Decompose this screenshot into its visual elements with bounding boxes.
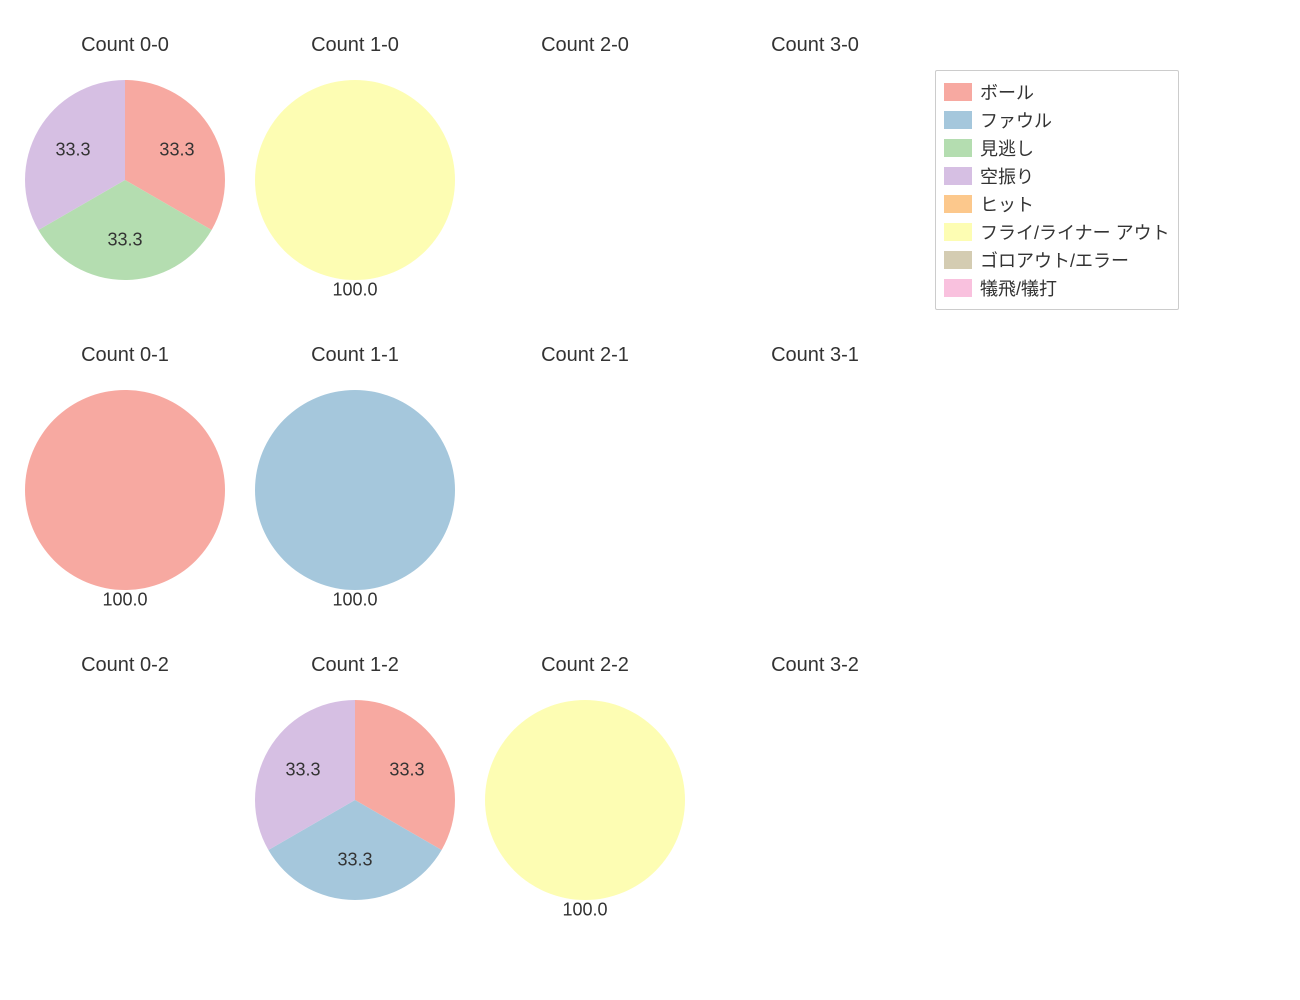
panel-title: Count 1-0 [240,34,470,57]
legend-item: ヒット [944,191,1170,217]
legend: ボールファウル見逃し空振りヒットフライ/ライナー アウトゴロアウト/エラー犠飛/… [935,70,1179,310]
panel-title: Count 2-2 [470,654,700,677]
panel-title: Count 2-1 [470,344,700,367]
pie-slice-foul [255,390,455,590]
panel-title: Count 2-0 [470,34,700,57]
panel-count: Count 0-1 100.0 [10,320,240,630]
legend-swatch-foul [944,111,972,129]
pie-slice-label: 33.3 [107,230,142,251]
legend-swatch-swing [944,167,972,185]
pie-slice-label: 100.0 [102,590,147,611]
pie-chart [23,78,227,282]
panel-title: Count 0-0 [10,34,240,57]
legend-label: 見逃し [980,135,1034,161]
legend-label: 犠飛/犠打 [980,275,1057,301]
pie-slice-flyout [485,700,685,900]
panel-count: Count 3-1 [700,320,930,630]
pie-chart [253,78,457,282]
pie-slice-label: 33.3 [337,850,372,871]
legend-item: 見逃し [944,135,1170,161]
legend-swatch-ball [944,83,972,101]
legend-swatch-flyout [944,223,972,241]
pie-slice-label: 100.0 [562,900,607,921]
panel-title: Count 1-2 [240,654,470,677]
legend-swatch-hit [944,195,972,213]
legend-label: フライ/ライナー アウト [980,219,1170,245]
legend-item: フライ/ライナー アウト [944,219,1170,245]
pie-chart [23,388,227,592]
panel-count: Count 3-0 [700,10,930,320]
panel-title: Count 3-1 [700,344,930,367]
pie-chart [483,698,687,902]
panel-count: Count 2-2 100.0 [470,630,700,940]
legend-swatch-ground [944,251,972,269]
pie-slice-flyout [255,80,455,280]
panel-title: Count 3-0 [700,34,930,57]
legend-item: ボール [944,79,1170,105]
pie-chart [253,388,457,592]
legend-swatch-sac [944,279,972,297]
panel-count: Count 3-2 [700,630,930,940]
legend-item: 犠飛/犠打 [944,275,1170,301]
legend-label: 空振り [980,163,1034,189]
panel-title: Count 1-1 [240,344,470,367]
panel-title: Count 3-2 [700,654,930,677]
panel-title: Count 0-1 [10,344,240,367]
pie-slice-label: 100.0 [332,280,377,301]
legend-label: ゴロアウト/エラー [980,247,1129,273]
legend-item: ファウル [944,107,1170,133]
panel-title: Count 0-2 [10,654,240,677]
pie-chart [253,698,457,902]
legend-label: ファウル [980,107,1052,133]
panel-count: Count 1-0 100.0 [240,10,470,320]
legend-swatch-look [944,139,972,157]
pie-slice-label: 33.3 [389,760,424,781]
pie-slice-label: 33.3 [159,140,194,161]
panel-count: Count 2-0 [470,10,700,320]
pie-slice-ball [25,390,225,590]
pie-slice-label: 33.3 [286,760,321,781]
legend-label: ヒット [980,191,1034,217]
panel-count: Count 1-1 100.0 [240,320,470,630]
legend-item: 空振り [944,163,1170,189]
pie-slice-label: 100.0 [332,590,377,611]
legend-label: ボール [980,79,1034,105]
pie-slice-label: 33.3 [56,140,91,161]
panel-count: Count 2-1 [470,320,700,630]
panel-count: Count 1-2 33.3 33.3 33.3 [240,630,470,940]
panel-count: Count 0-0 33.3 33.3 33.3 [10,10,240,320]
legend-item: ゴロアウト/エラー [944,247,1170,273]
panel-count: Count 0-2 [10,630,240,940]
